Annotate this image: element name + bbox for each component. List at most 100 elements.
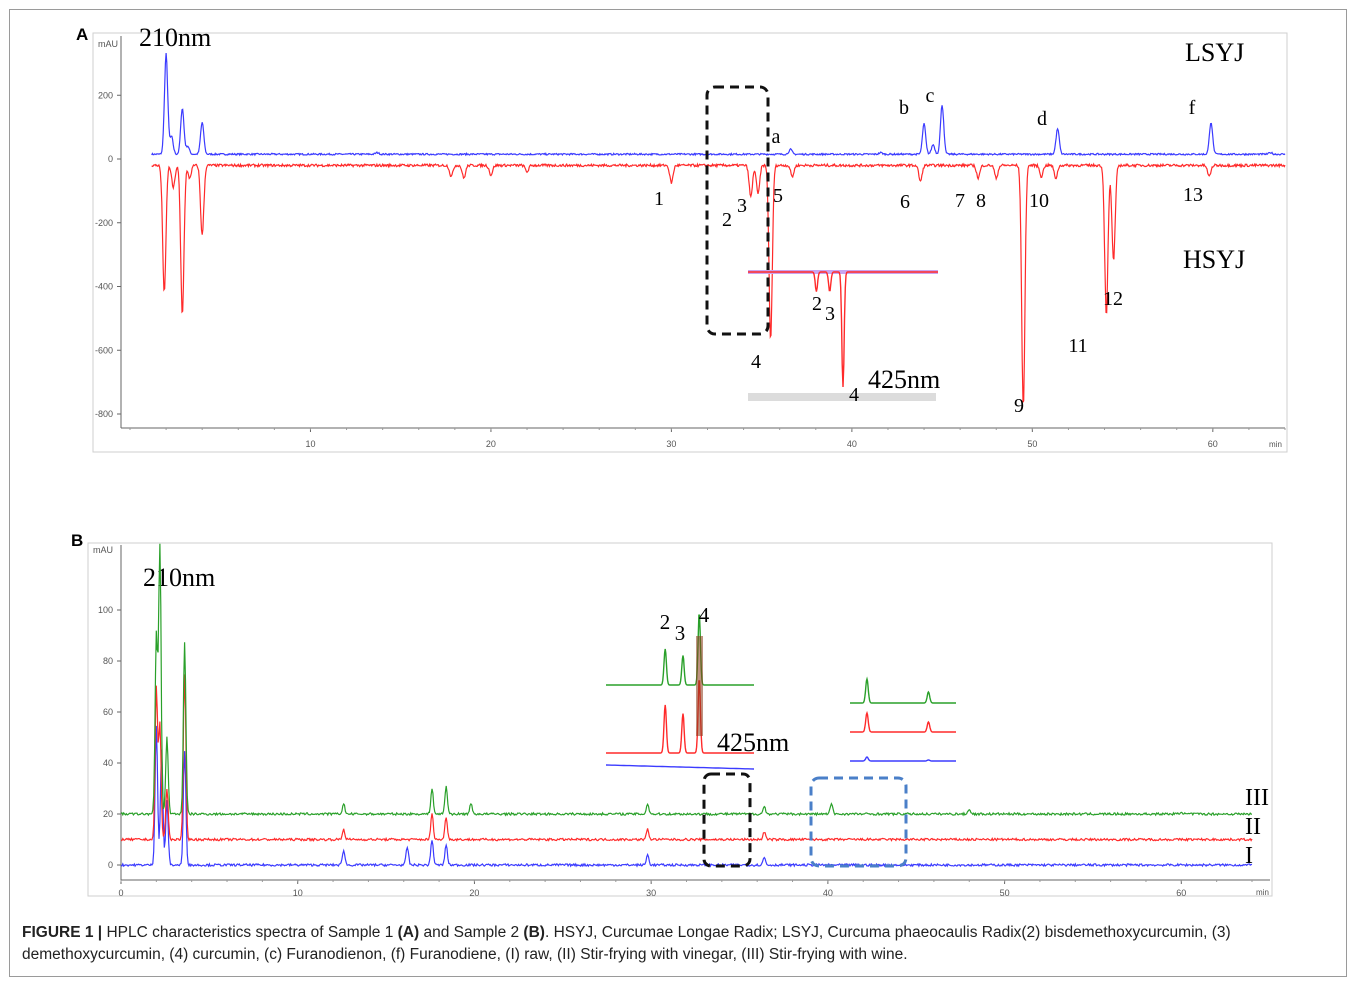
panel-b-xunit: min	[1256, 888, 1269, 897]
inset-a-wavelength: 425nm	[868, 365, 940, 394]
panel-b-box	[87, 542, 1273, 897]
panel-b-axes: 100 80 60 40 20 0 0 10 20 30 40 50 60	[98, 545, 1270, 898]
panel-b-x-tick-label: 50	[1000, 888, 1010, 898]
trace-label-ii: II	[1245, 814, 1261, 840]
inset-b-trace-iii	[606, 614, 754, 686]
peak-label-13: 13	[1183, 184, 1203, 206]
caption-ref-b: (B)	[523, 924, 545, 941]
peak-label-7: 7	[955, 190, 965, 212]
panel-a-x-tick-label: 20	[486, 439, 496, 449]
panel-b-y-tick-label: 80	[103, 656, 113, 666]
panel-a-wavelength: 210nm	[139, 23, 211, 52]
panel-b-wavelength: 210nm	[143, 563, 215, 592]
inset-b-peak-label-3: 3	[675, 621, 686, 645]
trace-ii	[121, 674, 1253, 843]
panel-a-x-tick-label: 60	[1208, 439, 1218, 449]
panel-b-y-tick-label: 40	[103, 758, 113, 768]
panel-b-x-tick-label: 20	[469, 888, 479, 898]
peak-label-c: c	[926, 85, 935, 107]
inset-b-overlap-peak	[696, 636, 703, 736]
inset-b2-trace-iii	[850, 676, 956, 704]
inset-b-trace-i	[605, 764, 755, 770]
peak-label-10: 10	[1029, 190, 1049, 212]
panel-a-xunit: min	[1269, 440, 1282, 449]
panel-b-ylabel: mAU	[93, 545, 113, 555]
peak-label-2: 2	[722, 209, 732, 231]
panel-b-inset-425: 425nm 2 34	[605, 603, 789, 770]
caption-figure-label: FIGURE 1 |	[22, 924, 103, 941]
peak-label-1: 1	[654, 188, 664, 210]
panel-b: B mAU min 210nm 100 80 60 40 20 0 0 10 20 30 40 50 6…	[71, 531, 1273, 898]
peak-label-b: b	[899, 97, 909, 119]
peak-label-3: 3	[737, 195, 747, 217]
panel-a-letter: A	[76, 25, 88, 44]
figure-canvas: A mAU min 210nm LSYJ HSYJ 2000-200-400-6…	[71, 23, 1288, 898]
panel-b-x-tick-label: 40	[823, 888, 833, 898]
inset-a-peak-label-2: 2	[812, 293, 822, 315]
peak-label-9: 9	[1014, 395, 1024, 417]
panel-b-x-tick-label: 0	[118, 888, 123, 898]
panel-b-y-tick-label: 100	[98, 605, 113, 615]
panel-a-box	[92, 32, 1288, 453]
peak-label-d: d	[1037, 108, 1047, 130]
panel-a-y-tick-label: 200	[98, 90, 113, 100]
panel-a-y-tick-label: 0	[108, 154, 113, 164]
peak-label-a: a	[772, 126, 781, 148]
peak-label-6: 6	[900, 191, 910, 213]
inset-a-baseline	[748, 270, 938, 274]
panel-a-y-tick-label: -400	[95, 282, 113, 292]
inset-b2-trace-i	[850, 756, 956, 762]
panel-b-highlight-box-blue	[809, 776, 908, 868]
legend-hsyj: HSYJ	[1183, 245, 1245, 274]
panel-a-ylabel: mAU	[98, 39, 118, 49]
panel-b-x-tick-label: 30	[646, 888, 656, 898]
caption-text-1: HPLC characteristics spectra of Sample 1	[102, 924, 398, 941]
panel-b-x-tick-label: 10	[293, 888, 303, 898]
panel-a-highlight-box	[705, 85, 770, 336]
panel-b-highlight-box-black	[702, 772, 752, 868]
peak-label-5: 5	[773, 185, 783, 207]
panel-b-y-tick-label: 60	[103, 707, 113, 717]
panel-a-x-tick-label: 10	[305, 439, 315, 449]
panel-b-y-tick-label: 20	[103, 809, 113, 819]
caption-ref-a: (A)	[397, 924, 420, 941]
panel-a-y-tick-label: -600	[95, 345, 113, 355]
inset-a-trace	[748, 271, 938, 388]
inset-a-peak-label-3: 3	[825, 303, 835, 325]
trace-hsyj	[151, 162, 1286, 403]
panel-a-y-tick-label: -200	[95, 218, 113, 228]
panel-b-traces	[120, 543, 1253, 868]
figure-caption: FIGURE 1 | HPLC characteristics spectra …	[22, 922, 1332, 966]
trace-label-i: I	[1245, 843, 1253, 869]
inset-b-peak-labels: 2 34	[660, 603, 710, 645]
inset-b-peak-label-4: 4	[699, 603, 710, 627]
panel-a-traces	[151, 53, 1286, 403]
panel-b-y-tick-label: 0	[108, 860, 113, 870]
panel-a-axes: 200 0 -200 -400 -600 -800 10 20 30 40 50 60	[95, 36, 1286, 449]
panel-b-inset-zoom	[850, 676, 956, 762]
trace-label-iii: III	[1245, 785, 1269, 811]
inset-b-peak-label-2: 2	[660, 610, 671, 634]
panel-a-inset: 425nm 2 3 4	[748, 270, 940, 406]
figure-frame	[9, 9, 1347, 977]
panel-a-x-tick-label: 40	[847, 439, 857, 449]
trace-i	[120, 725, 1253, 868]
inset-a-peak-labels: 2 3 4	[812, 293, 859, 406]
trace-iii	[120, 543, 1252, 817]
panel-b-letter: B	[71, 531, 83, 550]
caption-text-2: and Sample 2	[419, 924, 524, 941]
panel-a-y-tick-label: -800	[95, 409, 113, 419]
inset-b-trace-ii	[606, 680, 754, 754]
peak-label-8: 8	[976, 190, 986, 212]
peak-label-12: 12	[1103, 288, 1123, 310]
peak-label-f: f	[1189, 97, 1196, 119]
inset-a-scale-bar	[748, 393, 936, 401]
inset-a-peak-label-4: 4	[849, 384, 859, 406]
inset-b2-trace-ii	[850, 710, 956, 733]
trace-lsyj	[151, 53, 1286, 157]
peak-label-11: 11	[1068, 335, 1087, 357]
panel-b-x-tick-label: 60	[1176, 888, 1186, 898]
inset-b-wavelength: 425nm	[717, 728, 789, 757]
peak-label-4: 4	[751, 351, 761, 373]
